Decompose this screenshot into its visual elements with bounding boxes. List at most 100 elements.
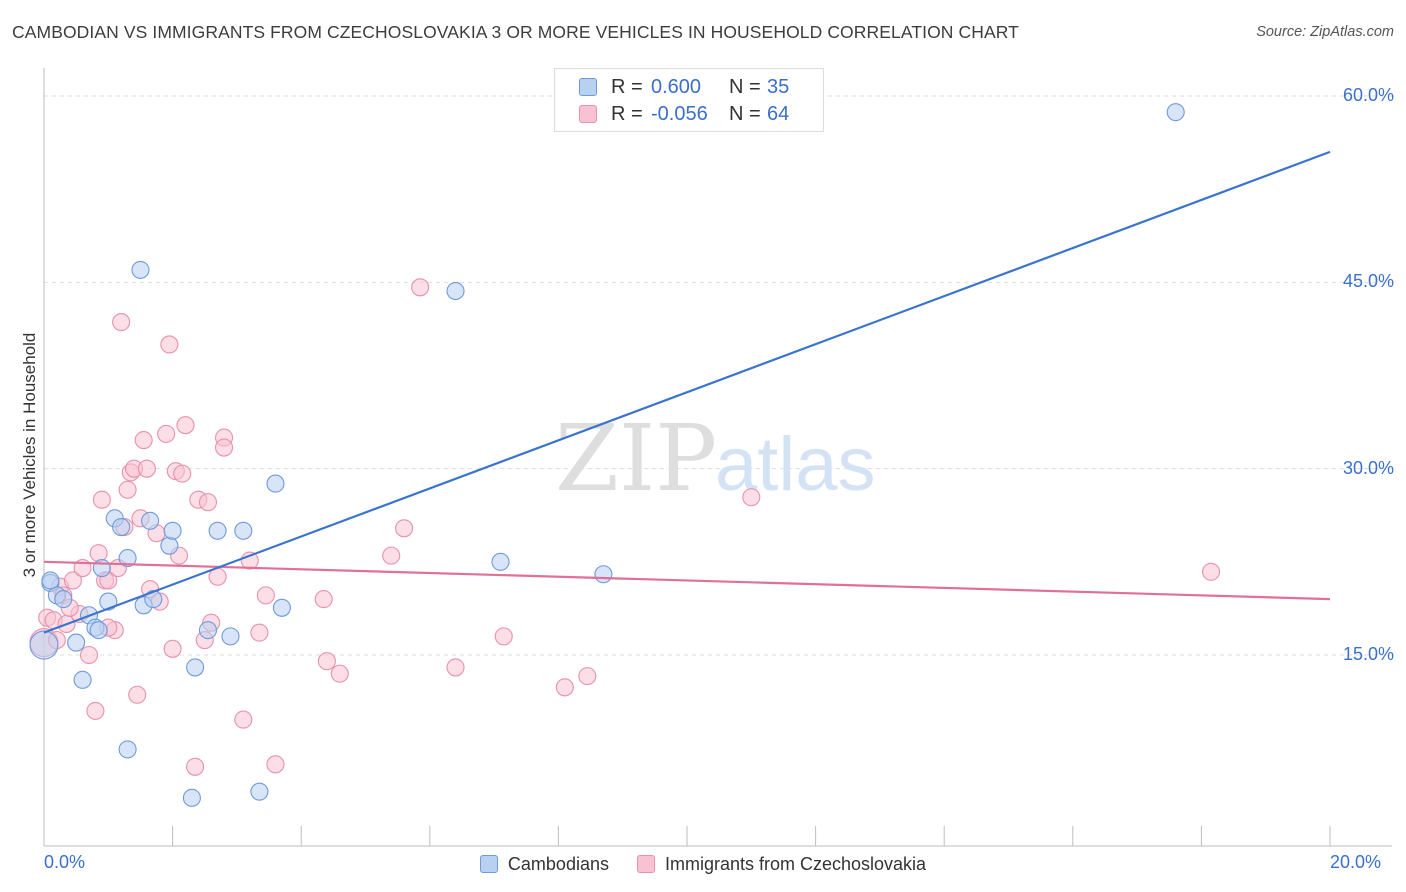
cambodian-point [594, 565, 613, 584]
cambodian-point [118, 740, 137, 759]
czechoslovakia-point [157, 424, 176, 443]
cambodian-point [208, 521, 227, 540]
czechoslovakia-point [317, 652, 336, 671]
czechoslovakia-point [250, 623, 269, 642]
cambodian-point [54, 590, 73, 609]
czechoslovakia-point [578, 667, 597, 686]
legend-item-cambodians[interactable]: Cambodians [479, 853, 609, 875]
czechoslovakia-point [112, 313, 131, 332]
series-legend: Cambodians Immigrants from Czechoslovaki… [0, 851, 1406, 877]
czechoslovakia-point [446, 658, 465, 677]
czechoslovakia-point [395, 519, 414, 538]
cambodian-point [41, 571, 60, 590]
czechoslovakia-point [137, 459, 156, 478]
trend-line-cambodians [43, 150, 1331, 634]
czechoslovakia-point [314, 590, 333, 609]
watermark: ZIP atlas [555, 405, 876, 512]
cambodian-point [160, 536, 179, 555]
czechoslovakia-point [411, 278, 430, 297]
legend-swatch-blue [579, 78, 597, 96]
cambodian-point [118, 549, 137, 568]
grid-layer [44, 95, 1392, 656]
cambodian-point [29, 630, 59, 660]
czechoslovakia-point [234, 710, 253, 729]
legend-row-cambodians: R = 0.600 N = 35 [579, 74, 789, 100]
czechoslovakia-point [173, 464, 192, 483]
czechoslovakia-point [163, 639, 182, 658]
cambodian-point [446, 281, 465, 301]
cambodian-point [221, 627, 240, 646]
cambodian-point [272, 598, 291, 617]
czechoslovakia-point [86, 701, 105, 720]
czechoslovakia-point [214, 438, 234, 457]
watermark-atlas: atlas [715, 422, 876, 507]
cambodian-point [99, 592, 118, 611]
czechoslovakia-point [176, 416, 195, 435]
cambodian-point [89, 621, 108, 640]
legend-label-cambodians: Cambodians [507, 853, 609, 874]
cambodian-point [144, 590, 163, 609]
y-axis-label: 3 or more Vehicles in Household [20, 332, 39, 578]
cambodian-point [266, 474, 285, 493]
cambodian-point [491, 552, 510, 571]
cambodian-point [198, 621, 218, 640]
trend-line-czechoslovakia [43, 560, 1331, 601]
cambodian-point [186, 658, 205, 677]
cambodian-point [163, 521, 182, 540]
series-czechoslovakia [29, 278, 1221, 776]
cambodian-point [131, 260, 150, 279]
cambodian-point [112, 518, 131, 537]
axis-layer [43, 68, 1392, 847]
czechoslovakia-point [89, 544, 108, 563]
legend-n-label: N = [729, 102, 761, 125]
czechoslovakia-point [92, 490, 111, 509]
czechoslovakia-point [382, 546, 401, 565]
legend-r-value: -0.056 [651, 102, 708, 125]
czechoslovakia-point [160, 335, 179, 354]
legend-swatch-pink [579, 105, 597, 123]
czechoslovakia-point [555, 678, 574, 697]
legend-n-value: 35 [767, 75, 790, 98]
legend-row-czechoslovakia: R = -0.056 N = 64 [579, 101, 789, 127]
legend-n-label: N = [729, 75, 761, 98]
chart-title: CAMBODIAN VS IMMIGRANTS FROM CZECHOSLOVA… [12, 22, 1019, 42]
stats-legend: R = 0.600 N = 35 R = -0.056 N = 64 [554, 68, 824, 132]
x-tick-label-min: 0.0% [44, 852, 86, 872]
czechoslovakia-point [128, 685, 147, 704]
czechoslovakia-point [266, 755, 285, 774]
legend-r-label: R = [611, 102, 643, 125]
czechoslovakia-point [79, 645, 99, 665]
legend-r-label: R = [611, 75, 643, 98]
legend-r-value: 0.600 [651, 75, 702, 98]
czechoslovakia-point [63, 571, 82, 590]
czechoslovakia-point [118, 480, 137, 499]
y-tick-label: 45.0% [1342, 271, 1394, 292]
cambodian-point [73, 670, 92, 689]
x-tick-label-max: 20.0% [1330, 852, 1382, 872]
cambodian-point [92, 558, 111, 578]
czechoslovakia-point [494, 627, 513, 646]
watermark-zip: ZIP [555, 405, 717, 512]
legend-n-value: 64 [767, 102, 790, 125]
y-tick-label: 60.0% [1342, 85, 1394, 105]
source-label: Source: ZipAtlas.com [1256, 24, 1394, 40]
cambodian-point [234, 521, 253, 540]
cambodian-point [250, 782, 269, 801]
trend-layer [43, 150, 1331, 634]
legend-swatch-blue [479, 855, 498, 873]
cambodian-point [182, 788, 201, 807]
czechoslovakia-point [1201, 562, 1221, 581]
legend-label-czechoslovakia: Immigrants from Czechoslovakia [664, 853, 927, 874]
y-tick-label: 15.0% [1342, 644, 1394, 664]
legend-swatch-pink [636, 855, 655, 873]
czechoslovakia-point [256, 586, 275, 605]
legend-item-czechoslovakia[interactable]: Immigrants from Czechoslovakia [636, 853, 927, 875]
cambodian-point [67, 633, 86, 652]
cambodian-point [141, 511, 160, 530]
czechoslovakia-point [330, 664, 349, 683]
czechoslovakia-point [742, 488, 761, 507]
y-tick-label: 30.0% [1342, 457, 1394, 478]
czechoslovakia-point [186, 757, 205, 776]
cambodian-point [1166, 103, 1185, 122]
